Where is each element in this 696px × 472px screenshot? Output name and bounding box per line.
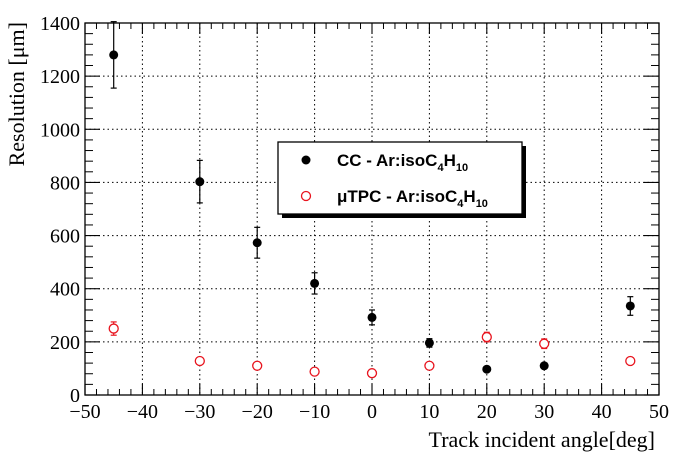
y-tick-label: 1400	[40, 13, 80, 35]
legend-box	[277, 141, 523, 215]
cc-data-point	[482, 364, 492, 374]
x-tick-label: 50	[649, 401, 669, 423]
x-tick-label: −50	[69, 401, 100, 423]
utpc-data-point	[309, 366, 320, 377]
cc-data-point	[109, 50, 119, 60]
utpc-data-point	[424, 360, 435, 371]
cc-data-point	[195, 177, 205, 187]
cc-data-point	[367, 312, 377, 322]
cc-data-point	[424, 338, 434, 348]
utpc-data-point	[252, 360, 263, 371]
y-axis-title: Resolution [μm]	[4, 22, 29, 166]
utpc-data-point	[539, 338, 550, 349]
x-tick-label: 30	[534, 401, 554, 423]
cc-data-point	[625, 301, 635, 311]
data-points	[108, 21, 636, 379]
x-tick-label: 0	[367, 401, 377, 423]
legend-label-cc: CC - Ar:isoC4H10	[337, 151, 468, 174]
utpc-data-point	[481, 331, 492, 343]
plot-frame	[84, 22, 660, 396]
x-tick-label: 10	[419, 401, 439, 423]
x-tick-label: 20	[477, 401, 497, 423]
tick-labels: −50 −40 −30 −20 −10 0 10 20 30 40 50 0 200 400 600 800 1…	[40, 13, 669, 423]
legend-label-utpc: μTPC - Ar:isoC4H10	[337, 187, 488, 210]
y-tick-label: 1200	[40, 66, 80, 88]
x-tick-label: −30	[184, 401, 215, 423]
cc-data-point	[310, 278, 320, 288]
legend: CC - Ar:isoC4H10 μTPC - Ar:isoC4H10	[277, 141, 526, 218]
y-tick-label: 200	[50, 332, 80, 354]
y-tick-label: 600	[50, 226, 80, 248]
y-tick-label: 800	[50, 172, 80, 194]
cc-data-point	[539, 361, 549, 371]
cc-data-point	[252, 238, 262, 248]
legend-marker-utpc	[300, 190, 312, 202]
x-axis-title: Track incident angle[deg]	[429, 427, 655, 452]
legend-marker-cc	[301, 155, 311, 165]
utpc-data-point	[625, 355, 636, 367]
y-tick-label: 1000	[40, 119, 80, 141]
x-tick-label: −10	[299, 401, 330, 423]
utpc-data-point	[194, 355, 205, 367]
x-tick-label: −40	[127, 401, 158, 423]
x-tick-label: 40	[592, 401, 612, 423]
utpc-data-point	[108, 323, 119, 334]
y-tick-label: 0	[70, 385, 80, 407]
utpc-data-point	[366, 368, 378, 379]
x-tick-label: −20	[242, 401, 273, 423]
axis-ticks	[84, 22, 660, 396]
y-tick-label: 400	[50, 279, 80, 301]
